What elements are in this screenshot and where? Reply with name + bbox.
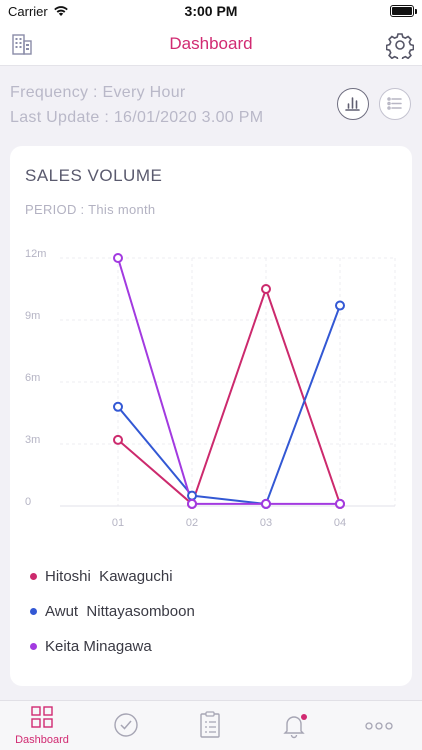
y-tick-label: 9m [25,310,40,322]
x-tick-label: 03 [260,517,272,529]
page-title: Dashboard [169,34,253,53]
card-title: SALES VOLUME [25,166,163,185]
legend-dot [30,643,37,650]
status-bar: Carrier 3:00 PM [0,0,422,24]
grid-icon [31,706,53,728]
series-line-0 [117,288,341,505]
tab-notifications[interactable] [252,701,336,750]
data-point [113,253,123,263]
more-icon [365,722,393,730]
tab-bar: Dashboard [0,700,422,750]
data-point [113,434,123,445]
data-point [187,490,197,501]
y-tick-label: 12m [25,248,46,260]
period-label: PERIOD : This month [25,202,156,217]
data-point [335,498,345,509]
y-tick-label: 6m [25,372,40,384]
legend-label: Hitoshi Kawaguchi [45,568,173,585]
data-point [113,401,123,412]
clipboard-list-icon [200,711,220,738]
gear-icon[interactable] [386,31,414,59]
chart-view-button[interactable] [337,88,369,120]
data-point [187,498,197,509]
frequency-text: Frequency : Every Hour [10,84,186,101]
status-time: 3:00 PM [184,3,238,19]
nav-bar: Dashboard [0,24,422,66]
check-circle-icon [114,713,138,737]
carrier-label: Carrier [8,4,48,19]
y-tick-label: 3m [25,434,40,446]
x-tick-label: 02 [186,517,198,529]
last-update-text: Last Update : 16/01/2020 3.00 PM [10,109,264,126]
y-tick-label: 0 [25,496,31,508]
bell-icon [283,716,305,739]
series-line-1 [117,305,341,505]
tab-dashboard[interactable]: Dashboard [0,701,84,750]
legend-item: Awut Nittayasomboon [30,594,195,629]
wifi-icon [54,6,68,16]
tab-tasks[interactable] [84,701,168,750]
notification-badge [301,714,307,720]
legend-dot [30,608,37,615]
legend-dot [30,573,37,580]
bar-chart-icon [345,97,360,111]
tab-label-dashboard: Dashboard [15,734,69,746]
sales-volume-card: SALES VOLUME PERIOD : This month 0 3m 6m 9m… [10,146,412,686]
tab-reports[interactable] [168,701,252,750]
data-point [261,498,271,509]
sales-line-chart: 0 3m 6m 9m 12m 01 02 03 04 [25,248,396,529]
legend-label: Awut Nittayasomboon [45,603,195,620]
legend-item: Keita Minagawa [30,629,195,664]
list-view-button[interactable] [379,88,411,120]
x-tick-label: 04 [334,517,346,529]
list-icon [387,97,402,110]
legend-label: Keita Minagawa [45,638,152,655]
tab-more[interactable] [336,701,420,750]
battery-icon [390,5,417,17]
chart-legend: Hitoshi Kawaguchi Awut Nittayasomboon Keit… [30,559,195,664]
building-icon[interactable] [10,32,34,56]
series-line-2 [117,257,340,505]
x-tick-label: 01 [112,517,124,529]
data-point [335,300,345,311]
legend-item: Hitoshi Kawaguchi [30,559,195,594]
data-point [261,284,271,294]
